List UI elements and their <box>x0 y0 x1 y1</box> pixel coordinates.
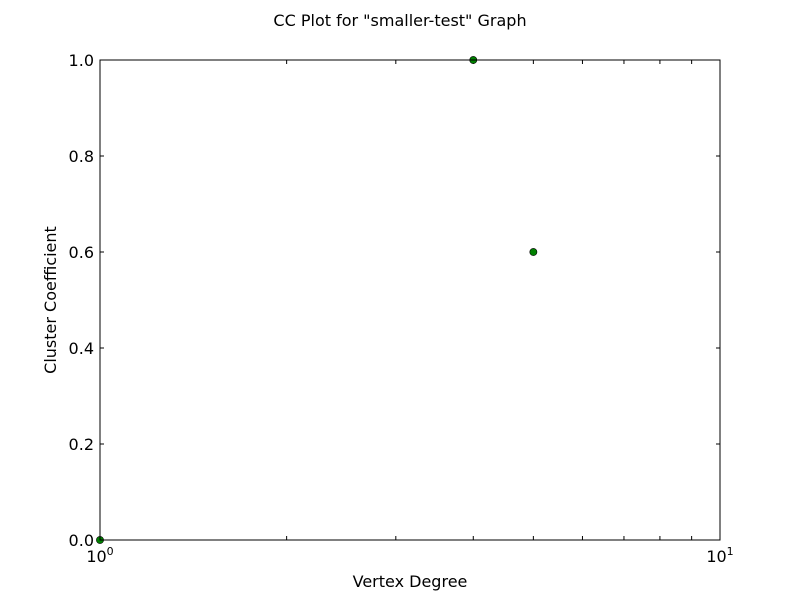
x-tick-label-base: 10 <box>706 547 726 566</box>
data-points <box>96 56 538 544</box>
y-tick-label: 0.0 <box>69 531 94 550</box>
y-tick-label: 0.2 <box>69 435 94 454</box>
x-tick-label-exponent: 0 <box>107 545 114 558</box>
x-tick-label: 100 <box>86 545 113 566</box>
y-tick-label: 0.8 <box>69 147 94 166</box>
plot-area-frame <box>99 59 721 541</box>
y-tick-label: 0.6 <box>69 243 94 262</box>
data-point <box>529 248 538 256</box>
y-tick-label: 1.0 <box>69 51 94 70</box>
x-tick-label-exponent: 1 <box>727 545 734 558</box>
chart-title: CC Plot for "smaller-test" Graph <box>273 11 526 30</box>
x-tick-label-base: 10 <box>86 547 106 566</box>
x-axis-label: Vertex Degree <box>353 572 468 591</box>
y-tick-label: 0.4 <box>69 339 94 358</box>
x-tick-label: 101 <box>706 545 733 566</box>
y-axis-label: Cluster Coefficient <box>41 226 60 374</box>
